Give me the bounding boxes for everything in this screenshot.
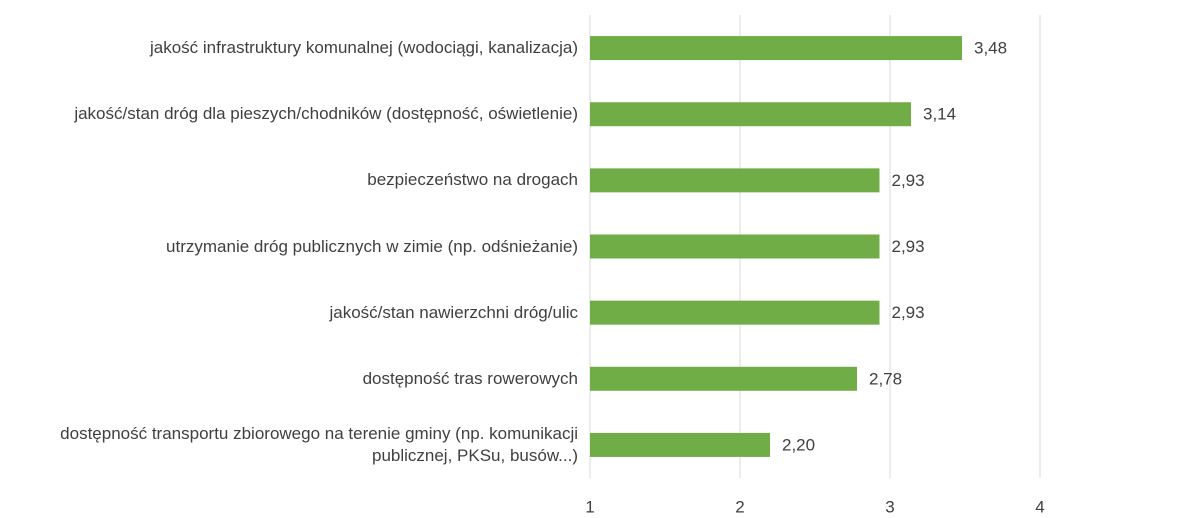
value-label: 2,20 bbox=[782, 435, 815, 454]
category-label: bezpieczeństwo na drogach bbox=[367, 170, 578, 190]
bar bbox=[590, 36, 962, 61]
value-label: 3,14 bbox=[923, 105, 956, 124]
value-label: 3,48 bbox=[974, 39, 1007, 58]
bar bbox=[590, 300, 880, 325]
bar bbox=[590, 366, 857, 391]
category-label: jakość infrastruktury komunalnej (wodoci… bbox=[149, 38, 578, 58]
bar bbox=[590, 168, 880, 193]
category-label: jakość/stan nawierzchni dróg/ulic bbox=[329, 302, 578, 322]
value-label: 2,93 bbox=[892, 237, 925, 256]
category-label: dostępność transportu zbiorowego na tere… bbox=[60, 423, 578, 465]
value-label: 2,93 bbox=[892, 171, 925, 190]
value-label: 2,78 bbox=[869, 369, 902, 388]
value-label: 2,93 bbox=[892, 303, 925, 322]
category-label: dostępność tras rowerowych bbox=[362, 368, 578, 388]
x-tick-label: 1 bbox=[585, 497, 594, 516]
category-label: utrzymanie dróg publicznych w zimie (np.… bbox=[166, 236, 578, 256]
x-tick-label: 4 bbox=[1035, 497, 1044, 516]
bar bbox=[590, 432, 770, 457]
category-label: jakość/stan dróg dla pieszych/chodników … bbox=[74, 104, 578, 124]
bar bbox=[590, 102, 911, 127]
x-tick-label: 3 bbox=[885, 497, 894, 516]
x-tick-label: 2 bbox=[735, 497, 744, 516]
bar bbox=[590, 234, 880, 259]
